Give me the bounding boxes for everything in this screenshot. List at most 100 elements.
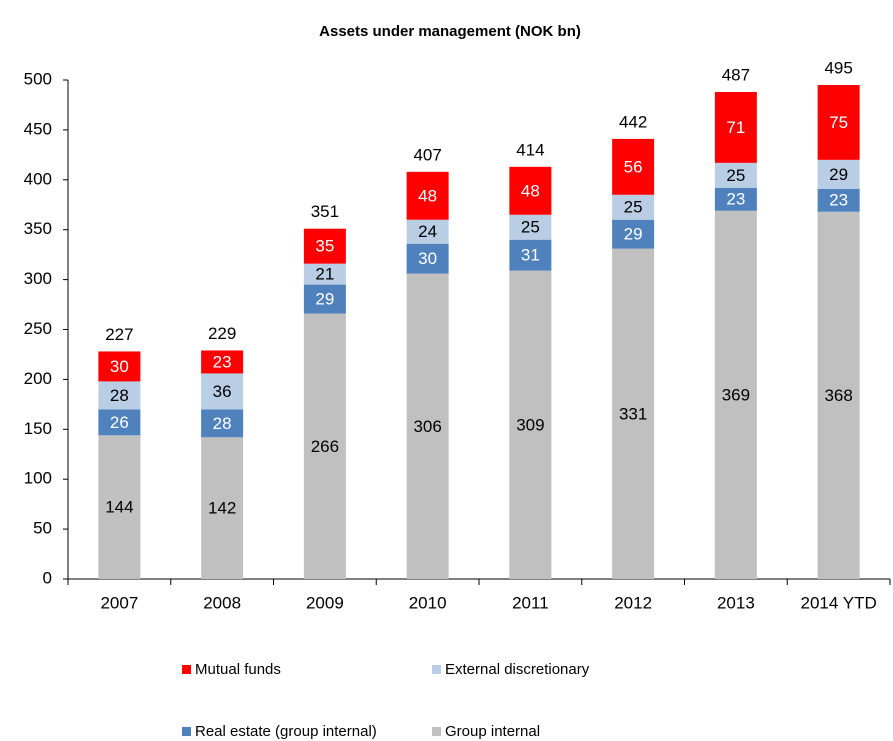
data-label: 25	[521, 218, 540, 237]
data-label: 28	[110, 386, 129, 405]
data-label: 71	[726, 118, 745, 137]
bar-segment	[714, 210, 757, 579]
data-label: 30	[110, 357, 129, 376]
bar-segment	[612, 194, 655, 220]
bar-segment	[201, 350, 244, 374]
data-label: 75	[829, 113, 848, 132]
data-label: 28	[213, 414, 232, 433]
bar-segment	[303, 313, 346, 579]
y-tick-label: 250	[24, 319, 52, 338]
data-label: 29	[315, 290, 334, 309]
y-tick-label: 300	[24, 269, 52, 288]
data-label: 31	[521, 246, 540, 265]
bar-segment	[303, 228, 346, 264]
bar-segment	[714, 162, 757, 188]
legend-swatch	[432, 727, 441, 736]
data-label: 36	[213, 382, 232, 401]
bar-segment	[714, 187, 757, 211]
data-label: 25	[726, 166, 745, 185]
bar-segment	[406, 243, 449, 274]
data-label: 26	[110, 413, 129, 432]
bar-segment	[612, 138, 655, 195]
bar-segment	[98, 409, 141, 436]
y-tick-label: 150	[24, 419, 52, 438]
total-label: 351	[311, 202, 339, 221]
total-label: 407	[413, 145, 441, 164]
bar-segment	[98, 435, 141, 579]
legend-swatch	[182, 727, 191, 736]
data-label: 29	[829, 165, 848, 184]
x-tick-label: 2012	[614, 593, 652, 612]
bar-segment	[201, 437, 244, 579]
y-tick-label: 400	[24, 169, 52, 188]
x-tick-label: 2008	[203, 593, 241, 612]
bar-segment	[406, 171, 449, 220]
y-tick-label: 500	[24, 69, 52, 88]
bar-segment	[612, 248, 655, 580]
data-label: 35	[315, 237, 334, 256]
legend-label: Real estate (group internal)	[195, 723, 377, 740]
total-label: 442	[619, 112, 647, 131]
data-label: 23	[213, 352, 232, 371]
legend-swatch	[182, 665, 191, 674]
data-label: 309	[516, 415, 544, 434]
bar-segment	[406, 273, 449, 579]
x-tick-label: 2014 YTD	[801, 593, 877, 612]
total-label: 229	[208, 324, 236, 343]
y-tick-label: 0	[43, 568, 52, 587]
bar-segment	[509, 166, 552, 215]
total-label: 487	[722, 65, 750, 84]
data-label: 30	[418, 249, 437, 268]
bar-segment	[612, 219, 655, 249]
total-label: 227	[105, 325, 133, 344]
data-label: 48	[521, 181, 540, 200]
legend-label: Group internal	[445, 723, 540, 740]
y-tick-label: 50	[33, 519, 52, 538]
bar-segment	[817, 84, 860, 160]
x-tick-label: 2009	[306, 593, 344, 612]
data-label: 56	[624, 157, 643, 176]
data-label: 266	[311, 437, 339, 456]
bar-segment	[303, 263, 346, 285]
bar-segment	[817, 211, 860, 579]
bar-segment	[509, 270, 552, 579]
data-label: 368	[824, 386, 852, 405]
bar-segment	[817, 188, 860, 212]
total-label: 414	[516, 140, 544, 159]
bar-segment	[817, 159, 860, 189]
bar-segment	[509, 214, 552, 240]
data-label: 144	[105, 498, 133, 517]
bar-segment	[303, 284, 346, 314]
data-label: 23	[829, 191, 848, 210]
data-label: 24	[418, 222, 437, 241]
bar-segment	[98, 351, 141, 382]
x-tick-label: 2007	[100, 593, 138, 612]
x-tick-label: 2011	[512, 593, 549, 612]
total-label: 495	[824, 58, 852, 77]
data-label: 369	[722, 385, 750, 404]
bar-segment	[509, 239, 552, 271]
legend-label: Mutual funds	[195, 661, 281, 678]
chart-title: Assets under management (NOK bn)	[319, 23, 581, 40]
data-label: 331	[619, 404, 647, 423]
bar-segment	[201, 373, 244, 410]
data-label: 306	[413, 417, 441, 436]
x-tick-label: 2013	[717, 593, 755, 612]
x-tick-label: 2010	[409, 593, 447, 612]
data-label: 48	[418, 186, 437, 205]
data-label: 21	[315, 265, 334, 284]
legend-swatch	[432, 665, 441, 674]
bar-segment	[98, 381, 141, 410]
y-tick-label: 350	[24, 219, 52, 238]
data-label: 23	[726, 190, 745, 209]
data-label: 25	[624, 198, 643, 217]
legend-label: External discretionary	[445, 661, 590, 678]
y-tick-label: 100	[24, 469, 52, 488]
bar-segment	[201, 409, 244, 438]
data-label: 142	[208, 499, 236, 518]
y-tick-label: 450	[24, 119, 52, 138]
data-label: 29	[624, 225, 643, 244]
bar-segment	[406, 219, 449, 244]
y-tick-label: 200	[24, 369, 52, 388]
